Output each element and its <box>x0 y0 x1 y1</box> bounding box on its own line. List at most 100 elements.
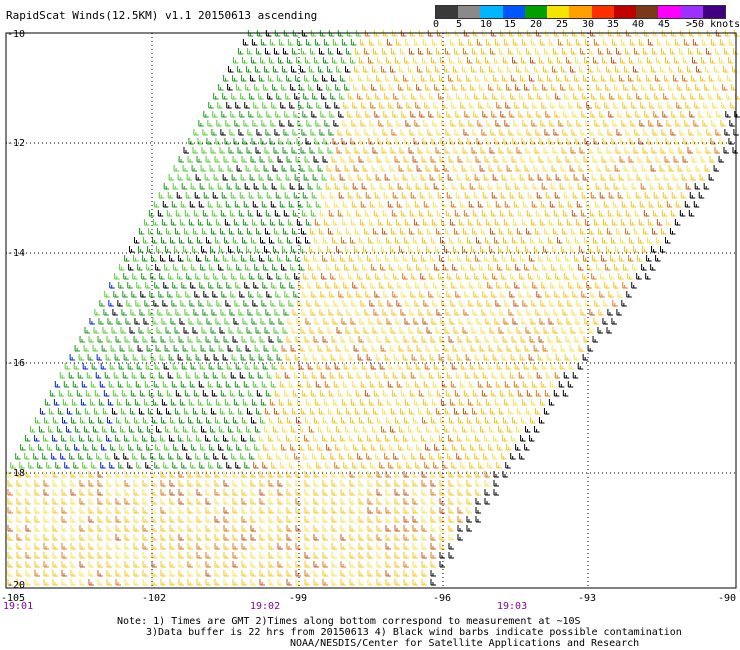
wind-barb <box>482 291 488 298</box>
wind-barb <box>385 525 391 532</box>
wind-barb <box>147 426 153 433</box>
wind-barb <box>289 363 296 370</box>
wind-barb <box>413 39 420 46</box>
wind-barb <box>201 228 208 235</box>
wind-barb <box>490 129 496 136</box>
wind-barb <box>656 57 662 64</box>
wind-barb <box>534 408 541 415</box>
wind-barb <box>302 372 309 379</box>
wind-barb <box>691 156 698 163</box>
wind-barb <box>481 210 488 217</box>
wind-barb <box>200 444 206 451</box>
wind-barb <box>202 390 209 397</box>
wind-barb <box>347 111 353 118</box>
wind-barb <box>471 66 477 73</box>
wind-barb <box>643 129 649 136</box>
wind-barb <box>326 264 332 271</box>
wind-barb <box>345 228 352 235</box>
wind-barb <box>319 129 325 136</box>
colorbar-label-35: 35 <box>607 19 620 30</box>
wind-barb <box>664 75 670 82</box>
wind-barb <box>519 93 525 100</box>
wind-barb <box>205 489 211 496</box>
wind-barb <box>544 309 550 316</box>
wind-barb <box>555 273 561 280</box>
wind-barb <box>205 552 211 559</box>
wind-barb <box>686 84 692 91</box>
wind-barb <box>160 480 166 487</box>
wind-barb <box>691 75 697 82</box>
wind-barb <box>273 408 280 415</box>
wind-barb <box>462 426 468 433</box>
wind-barb <box>358 507 364 514</box>
wind-barb <box>255 147 261 154</box>
lat-lon-grid <box>6 33 736 588</box>
wind-barb <box>520 255 526 262</box>
wind-barb <box>183 246 189 253</box>
wind-barb <box>456 174 463 181</box>
wind-barb <box>218 345 225 352</box>
wind-barb <box>287 237 293 244</box>
wind-barb <box>236 84 242 91</box>
wind-barb <box>620 237 626 244</box>
wind-barb <box>186 174 193 181</box>
wind-barb <box>313 156 320 163</box>
wind-barb <box>422 219 429 226</box>
wind-barb <box>567 201 574 208</box>
wind-barb <box>444 228 451 235</box>
wind-barb <box>537 93 543 100</box>
wind-barb <box>257 111 263 118</box>
wind-barb <box>433 183 440 190</box>
wind-barb <box>689 192 696 199</box>
wind-barb <box>352 462 358 469</box>
wind-barb <box>218 444 224 451</box>
wind-barb <box>367 525 373 532</box>
wind-barb <box>272 264 278 271</box>
wind-barb <box>79 570 85 577</box>
wind-barb <box>300 246 306 253</box>
wind-barb <box>241 156 248 163</box>
wind-barb <box>407 264 413 271</box>
wind-barb <box>352 363 359 370</box>
wind-barb <box>273 228 280 235</box>
wind-barb <box>649 102 655 109</box>
wind-barb <box>694 102 700 109</box>
wind-barb <box>330 174 337 181</box>
wind-barb <box>522 381 529 388</box>
wind-barb <box>349 534 355 541</box>
wind-barb <box>114 453 120 460</box>
wind-barb <box>279 201 286 208</box>
wind-barb <box>448 435 454 442</box>
wind-barb <box>250 516 256 523</box>
wind-barb <box>596 264 602 271</box>
wind-barb <box>240 273 246 280</box>
wind-barb <box>241 534 247 541</box>
wind-barb <box>525 327 531 334</box>
wind-barb <box>287 219 294 226</box>
wind-barb <box>303 174 310 181</box>
wind-barb <box>457 75 463 82</box>
wind-barb <box>16 516 22 523</box>
wind-barb <box>156 246 162 253</box>
wind-barb <box>266 372 273 379</box>
lat-label-14: -14 <box>7 248 25 259</box>
wind-barb <box>596 165 603 172</box>
wind-barb <box>434 165 441 172</box>
wind-barb <box>322 570 328 577</box>
wind-barb <box>124 552 130 559</box>
wind-barb <box>504 381 511 388</box>
wind-barb <box>313 435 319 442</box>
wind-barb <box>177 354 184 361</box>
wind-barb <box>447 354 454 361</box>
wind-barb <box>412 75 418 82</box>
wind-barb <box>503 57 509 64</box>
wind-barb <box>502 255 508 262</box>
wind-barb <box>530 138 536 145</box>
colorbar-label-25: 25 <box>556 19 569 30</box>
wind-barb <box>239 192 246 199</box>
wind-barb <box>61 507 67 514</box>
wind-barb <box>259 255 265 262</box>
wind-barb <box>395 318 401 325</box>
wind-barb <box>220 129 226 136</box>
wind-barb <box>148 210 155 217</box>
